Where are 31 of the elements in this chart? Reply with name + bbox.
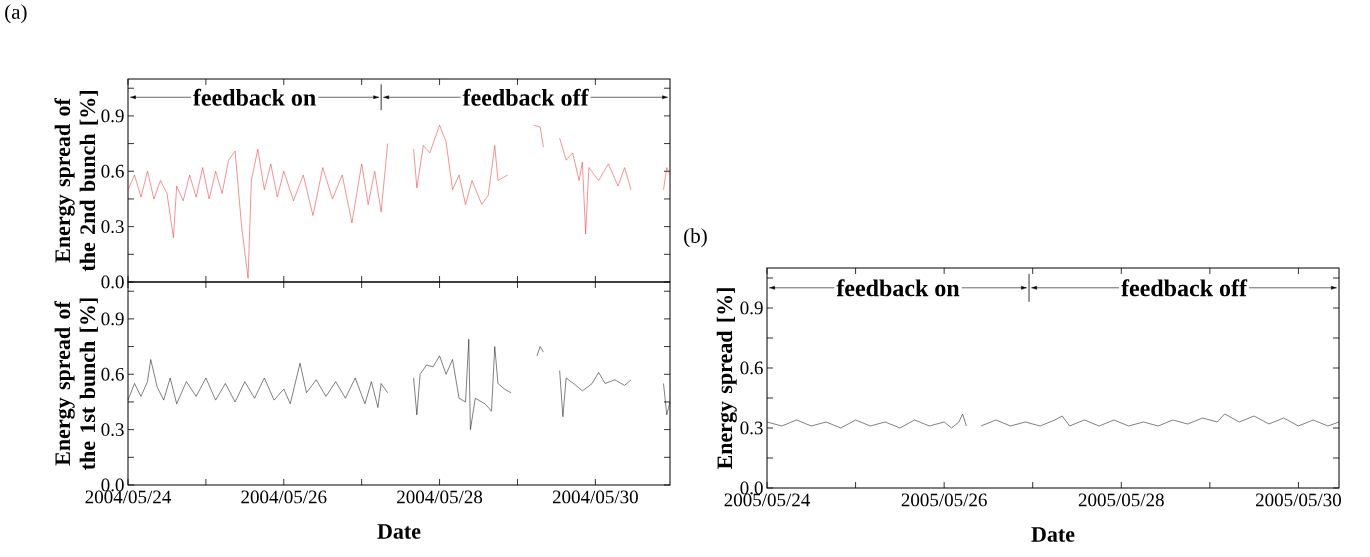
y-tick-label: 0.9: [101, 109, 124, 123]
x-tick-label: 2004/05/24: [85, 490, 171, 504]
x-tick-label: 2005/05/24: [724, 493, 810, 507]
x-tick-label: 2005/05/28: [1078, 493, 1164, 507]
y-tick-label: 0.3: [101, 423, 124, 437]
y-tick-label: 0.0: [101, 478, 124, 492]
y-tick-label: 0.6: [740, 361, 763, 375]
annotation: feedback off: [462, 88, 589, 106]
x-tick-label: 2004/05/26: [241, 490, 327, 504]
x-axis-title: Date: [377, 524, 421, 539]
x-tick-label: 2004/05/28: [397, 490, 483, 504]
x-tick-label: 2004/05/30: [552, 490, 638, 504]
y-tick-label: 0.0: [740, 481, 763, 495]
y-tick-label: 0.3: [101, 220, 124, 234]
annotation: feedback off: [1121, 279, 1248, 297]
y-tick-label: 0.0: [101, 275, 124, 289]
x-tick-label: 2005/05/30: [1255, 493, 1341, 507]
y-tick-label: 0.9: [740, 301, 763, 315]
y-tick-label: 0.9: [101, 312, 124, 326]
y-axis-title: Energy spread of the 2nd bunch [%]: [54, 91, 98, 272]
x-tick-label: 2005/05/26: [901, 493, 987, 507]
text: (a): [5, 4, 27, 24]
x-axis-title: Date: [1031, 527, 1075, 542]
annotation: feedback on: [836, 279, 960, 297]
y-tick-label: 0.3: [740, 421, 763, 435]
y-axis-title: Energy spread [%]: [716, 288, 737, 470]
annotation: feedback on: [193, 88, 316, 106]
y-axis-title: Energy spread of the 1st bunch [%]: [54, 298, 98, 470]
y-tick-label: 0.6: [101, 164, 124, 178]
text: (b): [684, 228, 707, 248]
y-tick-label: 0.6: [101, 367, 124, 381]
